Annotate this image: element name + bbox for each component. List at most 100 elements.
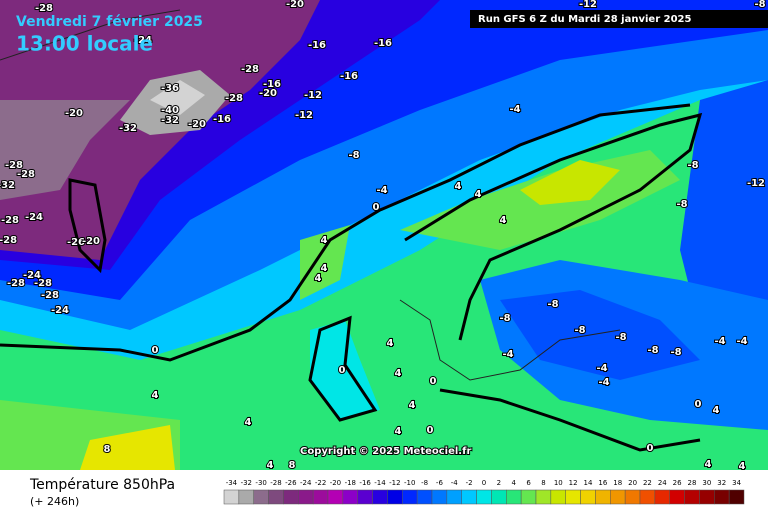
contour-label: -24 [134,35,152,46]
contour-label: -40 [161,105,179,116]
time-text: 13:00 locale [16,32,153,56]
contour-label: -16 [374,38,392,49]
legend-swatch [416,489,433,505]
legend-value: 24 [658,479,667,487]
legend-swatch [431,489,448,505]
legend-value: 12 [569,479,578,487]
contour-label: 4 [500,215,507,226]
legend-value: -30 [255,479,266,487]
contour-label: 4 [321,235,328,246]
legend-value: 10 [554,479,563,487]
legend-swatch [654,489,670,505]
legend-value: -10 [404,479,415,487]
contour-label: -4 [502,349,513,360]
contour-label: 8 [289,460,296,471]
legend-value: -8 [421,479,428,487]
contour-label: 0 [373,202,380,213]
contour-label: 4 [705,459,712,470]
legend-value: -28 [270,479,281,487]
legend-value: 28 [688,479,697,487]
legend-swatch [506,489,522,505]
contour-label: -4 [596,363,607,374]
legend-swatch [402,489,418,505]
legend-swatch [268,489,284,505]
contour-label: -28 [17,169,35,180]
contour-label: 4 [321,263,328,274]
legend-value: -12 [389,479,400,487]
date-text: Vendredi 7 février 2025 [16,14,203,30]
legend-swatch [714,489,730,505]
legend-swatch [312,489,329,505]
contour-label: -28 [5,160,23,171]
contour-label: -28 [34,278,52,289]
contour-label: -4 [376,185,387,196]
legend-swatch [535,489,552,505]
contour-label: 0 [647,443,654,454]
contour-label: -8 [499,313,510,324]
legend-swatch [446,489,462,505]
legend-value: -16 [359,479,371,487]
legend-swatch [550,489,566,505]
legend-value: 6 [526,479,531,487]
legend-swatch [357,489,373,505]
contour-label: -28 [225,93,243,104]
legend-value: -34 [226,479,238,487]
contour-label: -4 [598,377,609,388]
contour-label: -20 [65,108,83,119]
contour-label: 0 [430,376,437,387]
contour-label: 4 [739,461,746,472]
legend-value: -14 [374,479,386,487]
legend-swatch [520,489,537,505]
legend-swatch [327,489,344,505]
legend-value: 20 [628,479,637,487]
legend-value: 32 [717,479,726,487]
legend-value: 18 [613,479,622,487]
legend-swatch [595,489,611,505]
legend-value: 16 [598,479,607,487]
legend-swatch [253,489,269,505]
contour-label: -16 [340,71,358,82]
contour-label: -4 [736,336,747,347]
run-text: Run GFS 6 Z du Mardi 28 janvier 2025 [478,14,691,25]
legend-value: 8 [541,479,545,487]
contour-label: -28 [7,278,25,289]
contour-label: -32 [0,180,15,191]
legend-value: 22 [643,479,652,487]
contour-label: -16 [263,79,281,90]
legend-value: -22 [315,479,326,487]
contour-label: -16 [213,114,231,125]
contour-label: 0 [339,365,346,376]
contour-label: 4 [315,273,322,284]
legend-swatch [491,489,507,505]
legend-swatch [684,489,700,505]
legend-swatch [298,489,314,505]
contour-label: 8 [104,444,111,455]
contour-label: 4 [267,460,274,471]
contour-label: -8 [574,325,585,336]
legend-swatch [728,489,745,505]
contour-label: -32 [119,123,137,134]
contour-label: -16 [308,40,326,51]
contour-label: -26 [67,237,85,248]
legend-swatch [372,489,388,505]
contour-label: -8 [670,347,681,358]
legend-value: -2 [466,479,473,487]
contour-label: -20 [259,88,277,99]
contour-label: -8 [348,150,359,161]
contour-label: -12 [295,110,313,121]
contour-labels: -20-28 -12 -8-24 -16 -16-28-16-16-20-28 -12-3… [0,0,767,473]
contour-label: -4 [714,336,725,347]
contour-label: -8 [676,199,687,210]
contour-label: -8 [687,160,698,171]
contour-label: -28 [1,215,19,226]
lead-time: (+ 246h) [30,495,79,508]
legend-swatch [283,489,299,505]
contour-label: -36 [161,83,179,94]
legend-swatch [476,489,492,505]
contour-label: -8 [615,332,626,343]
contour-label: 4 [395,426,402,437]
legend-value: 2 [497,479,501,487]
legend-value: 4 [511,479,516,487]
legend-swatch [639,489,656,505]
legend-swatch [669,489,685,505]
